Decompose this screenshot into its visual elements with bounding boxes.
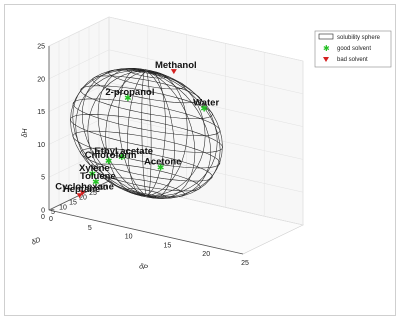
good-solvent-marker: ✱ <box>157 162 165 172</box>
tick-label-dH: 5 <box>41 175 45 182</box>
sphere-longitude-line <box>146 70 218 197</box>
legend-sphere-swatch <box>318 33 334 40</box>
good-solvent-marker: ✱ <box>200 103 208 113</box>
sphere-longitude-line <box>81 68 147 196</box>
tick-label-dD: 5 <box>51 209 55 216</box>
sphere-longitude-line <box>146 70 188 196</box>
good-solvent-marker: ✱ <box>124 93 132 103</box>
solubility-sphere <box>70 67 223 199</box>
solvent-label: Water <box>193 97 219 108</box>
sphere-longitude-line <box>146 70 196 199</box>
legend-good-label: good solvent <box>337 46 371 52</box>
dP-axis-line <box>48 209 244 255</box>
tick-label-dP: 25 <box>241 260 249 267</box>
legend-sphere-label: solubility sphere <box>337 35 381 41</box>
good-solvent-marker: ✱ <box>92 177 100 187</box>
sphere-longitude-line <box>70 69 147 196</box>
tick-label-dD: 10 <box>59 204 67 211</box>
tick-label-dH: 25 <box>37 44 45 51</box>
solvent-label: 2-propanol <box>105 87 154 98</box>
legend: solubility sphere ✱ good solvent bad sol… <box>314 30 392 68</box>
tick-label-dP: 15 <box>164 242 172 249</box>
dD-axis-label: δD <box>31 237 42 247</box>
solvent-label: Chloroform <box>85 150 137 161</box>
bad-solvent-marker <box>170 69 177 75</box>
tick-label-dP: 10 <box>125 234 133 241</box>
tick-label-dD: 0 <box>41 214 45 221</box>
tick-label-dD: 25 <box>89 190 97 197</box>
legend-good-marker: ✱ <box>323 44 330 53</box>
sphere-longitude-line <box>141 69 147 196</box>
tick-label-dH: 0 <box>41 208 45 215</box>
tick-label-dP: 20 <box>202 251 210 258</box>
solvent-label: Toluene <box>80 171 116 182</box>
dP-axis-label: δP <box>138 263 148 272</box>
solvent-label: Cyclohexane <box>55 181 114 192</box>
good-solvent-marker: ✱ <box>89 169 97 179</box>
sphere-longitude-line <box>72 68 147 196</box>
legend-box <box>314 30 392 68</box>
sphere-longitude-line <box>146 70 175 199</box>
data-points: ✱Water✱2-propanol✱Acetone✱Ethyl acetate✱… <box>55 60 219 199</box>
solvent-label: Methanol <box>155 60 197 71</box>
tick-label-dD: 20 <box>79 195 87 202</box>
dH-axis-label: δH <box>22 128 29 138</box>
tick-label-dH: 15 <box>37 109 45 116</box>
tick-label-dP: 0 <box>49 216 53 223</box>
solvent-label: Heptane <box>63 184 100 195</box>
figure-frame: 0 5 10 15 20 25 0 5 10 15 20 25 30 0 5 10 15 20 25 δH δD δ… <box>4 4 396 316</box>
sphere-longitude-line <box>146 70 223 198</box>
sphere-longitude-line <box>87 70 147 196</box>
bad-solvent-marker <box>76 193 83 199</box>
legend-bad-label: bad solvent <box>337 57 368 63</box>
good-solvent-marker: ✱ <box>105 156 113 166</box>
tick-label-dD: 30 <box>99 185 107 192</box>
sphere-longitude-line <box>146 70 206 196</box>
solvent-label: Ethyl acetate <box>94 146 153 157</box>
legend-bad-marker <box>323 57 329 62</box>
sphere-longitude-line <box>75 70 147 196</box>
sphere-longitude-line <box>146 71 152 198</box>
tick-label-dD: 15 <box>69 200 77 207</box>
sphere-longitude-line <box>146 70 221 199</box>
good-solvent-marker: ✱ <box>118 152 126 162</box>
solvent-label: Xylene <box>79 163 110 174</box>
tick-label-dP: 5 <box>88 225 92 232</box>
sphere-longitude-line <box>146 70 211 199</box>
bad-solvent-marker <box>79 190 86 196</box>
tick-label-dH: 20 <box>37 76 45 83</box>
tick-label-dH: 10 <box>37 142 45 149</box>
sphere-longitude-line <box>97 68 147 196</box>
solvent-label: Acetone <box>144 156 181 167</box>
sphere-longitude-line <box>105 70 147 196</box>
sphere-longitude-line <box>118 68 147 196</box>
